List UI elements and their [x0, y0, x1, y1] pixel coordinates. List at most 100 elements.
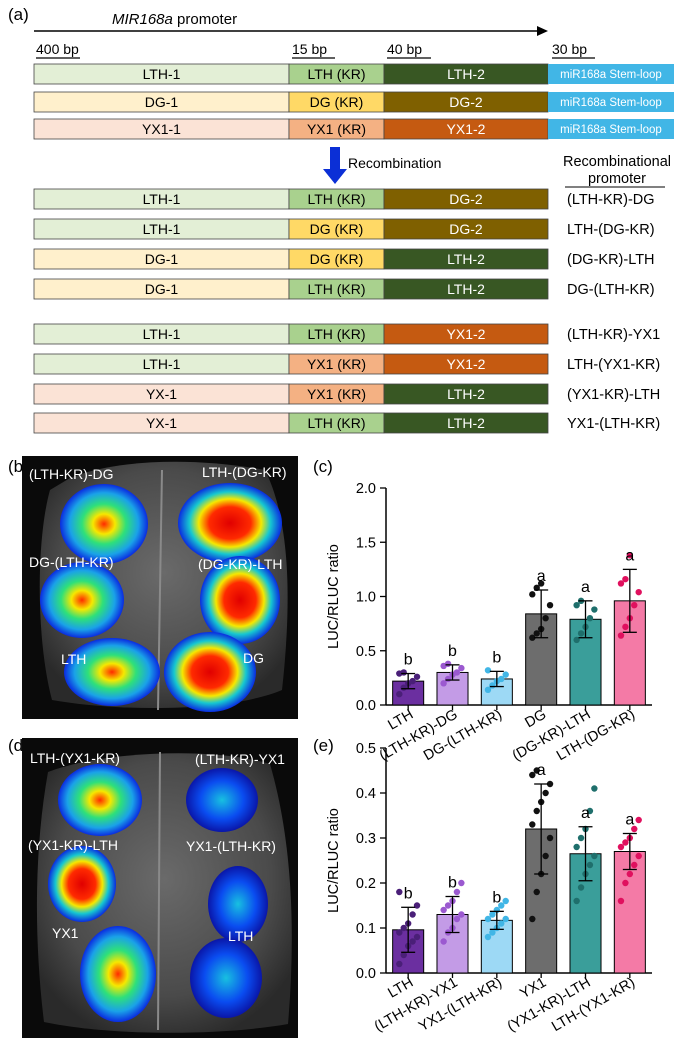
data-point — [591, 852, 598, 860]
original-row-segment-label-3: DG-2 — [449, 94, 483, 110]
data-point — [444, 660, 452, 667]
data-point — [453, 669, 461, 676]
data-point — [533, 888, 540, 896]
data-point — [622, 623, 629, 631]
recomb-row-segment-label-1: LTH-1 — [143, 326, 181, 342]
y-tick-label: 0.0 — [356, 966, 376, 982]
data-point — [400, 669, 407, 676]
data-point — [529, 915, 536, 923]
leaf-image-d — [22, 738, 298, 1038]
data-point — [529, 634, 536, 641]
data-point — [617, 632, 625, 639]
recomb-row-segment-3 — [383, 353, 549, 375]
recombinational-promoter-name: (LTH-KR)-DG — [567, 192, 655, 208]
original-row-2: YX1-1 YX1 (KR) YX1-2 miR168a Stem-loop — [33, 118, 674, 140]
significance-label: b — [404, 652, 413, 669]
original-row-1: DG-1 DG (KR) DG-2 miR168a Stem-loop — [33, 91, 674, 113]
recomb-row-segment-label-2: LTH (KR) — [307, 415, 365, 431]
data-point — [502, 671, 509, 678]
scale-label-40bp: 40 bp — [387, 41, 422, 57]
significance-label: b — [448, 643, 457, 660]
original-row-segment-label-1: LTH-1 — [143, 66, 181, 82]
panel-label-c: (c) — [313, 457, 333, 476]
leaf-d-label-4: YX1-(LTH-KR) — [186, 838, 276, 854]
original-row-segment-label-2: YX1 (KR) — [307, 121, 366, 137]
recomb-row-segment-label-2: LTH (KR) — [307, 191, 365, 207]
recomb-row-6: YX-1 YX1 (KR) LTH-2 (YX1-KR)-LTH — [33, 383, 660, 405]
recomb-row-segment-label-3: LTH-2 — [447, 415, 485, 431]
original-row-segment-label-2: LTH (KR) — [307, 66, 365, 82]
recomb-row-segment-label-3: DG-2 — [449, 191, 483, 207]
significance-label: a — [581, 805, 590, 822]
spot-lth-d — [190, 938, 262, 1018]
promoter-label-rest: promoter — [173, 11, 237, 28]
stem-loop-label: miR168a Stem-loop — [560, 69, 662, 81]
original-row-segment-label-1: DG-1 — [145, 94, 179, 110]
y-axis-label: LUC/RLUC ratio — [326, 544, 342, 649]
y-tick-label: 1.5 — [356, 535, 376, 551]
data-point — [458, 664, 465, 672]
data-point — [498, 920, 505, 927]
recombinational-promoter-name: LTH-(YX1-KR) — [567, 357, 660, 373]
data-point — [502, 915, 509, 923]
data-point — [484, 933, 492, 941]
data-point — [577, 630, 585, 637]
y-tick-label: 0.2 — [356, 876, 376, 892]
data-point — [591, 606, 598, 613]
recomb-row-segment-label-2: DG (KR) — [310, 251, 364, 267]
data-point — [537, 580, 545, 587]
recomb-row-4: LTH-1 LTH (KR) YX1-2 (LTH-KR)-YX1 — [33, 323, 660, 345]
significance-label: a — [537, 762, 546, 779]
data-point — [591, 785, 598, 792]
recombinational-header-line2: promoter — [588, 171, 646, 187]
data-point — [573, 601, 580, 609]
data-point — [458, 911, 465, 918]
stem-loop-label: miR168a Stem-loop — [560, 97, 662, 109]
spot-lthkr-yx1 — [186, 768, 258, 832]
data-point — [546, 601, 554, 609]
spot-lth-dgkr — [178, 483, 282, 563]
spot-lthkr-dg — [60, 484, 148, 564]
data-point — [396, 929, 403, 936]
data-point — [577, 884, 585, 891]
data-point — [622, 839, 629, 846]
data-point — [573, 843, 580, 851]
recombination-arrow — [323, 147, 347, 184]
stem-loop-box — [548, 64, 674, 84]
recomb-row-segment-label-1: YX-1 — [146, 386, 177, 402]
data-point — [529, 821, 536, 828]
data-point — [586, 807, 594, 815]
data-point — [409, 938, 416, 945]
data-point — [440, 680, 447, 687]
recombinational-promoter-name: (YX1-KR)-LTH — [567, 387, 660, 403]
data-point — [626, 870, 634, 878]
data-point — [502, 897, 509, 905]
promoter-label: MIR168a promoter — [112, 11, 237, 28]
recomb-row-segment-label-2: YX1 (KR) — [307, 386, 366, 402]
leaf-d-label-5: YX1 — [52, 925, 79, 941]
data-point — [533, 767, 540, 774]
data-point — [409, 677, 416, 685]
data-point — [617, 843, 625, 851]
promoter-arrow — [34, 26, 548, 36]
y-tick-label: 0.5 — [356, 741, 376, 757]
data-point — [542, 615, 549, 622]
data-point — [542, 789, 549, 797]
recomb-row-segment-label-3: LTH-2 — [447, 251, 485, 267]
leaf-d-label-2: (LTH-KR)-YX1 — [195, 751, 285, 767]
data-point — [484, 686, 492, 694]
scale-label-30bp: 30 bp — [552, 41, 587, 57]
leaf-d-labels: LTH-(YX1-KR) (LTH-KR)-YX1 (YX1-KR)-LTH Y… — [28, 750, 285, 944]
data-point — [484, 915, 492, 923]
recomb-row-segment-label-3: YX1-2 — [447, 356, 486, 372]
recombinational-promoter-name: (DG-KR)-LTH — [567, 252, 655, 268]
spot-yx1kr-lth — [48, 846, 116, 922]
data-point — [413, 902, 421, 909]
data-point — [413, 933, 421, 941]
data-point — [617, 580, 625, 587]
spot-lth-yx1kr — [58, 764, 142, 836]
original-row-segment-label-2: DG (KR) — [310, 94, 364, 110]
recomb-row-segment-label-1: YX-1 — [146, 415, 177, 431]
data-point — [453, 915, 461, 923]
